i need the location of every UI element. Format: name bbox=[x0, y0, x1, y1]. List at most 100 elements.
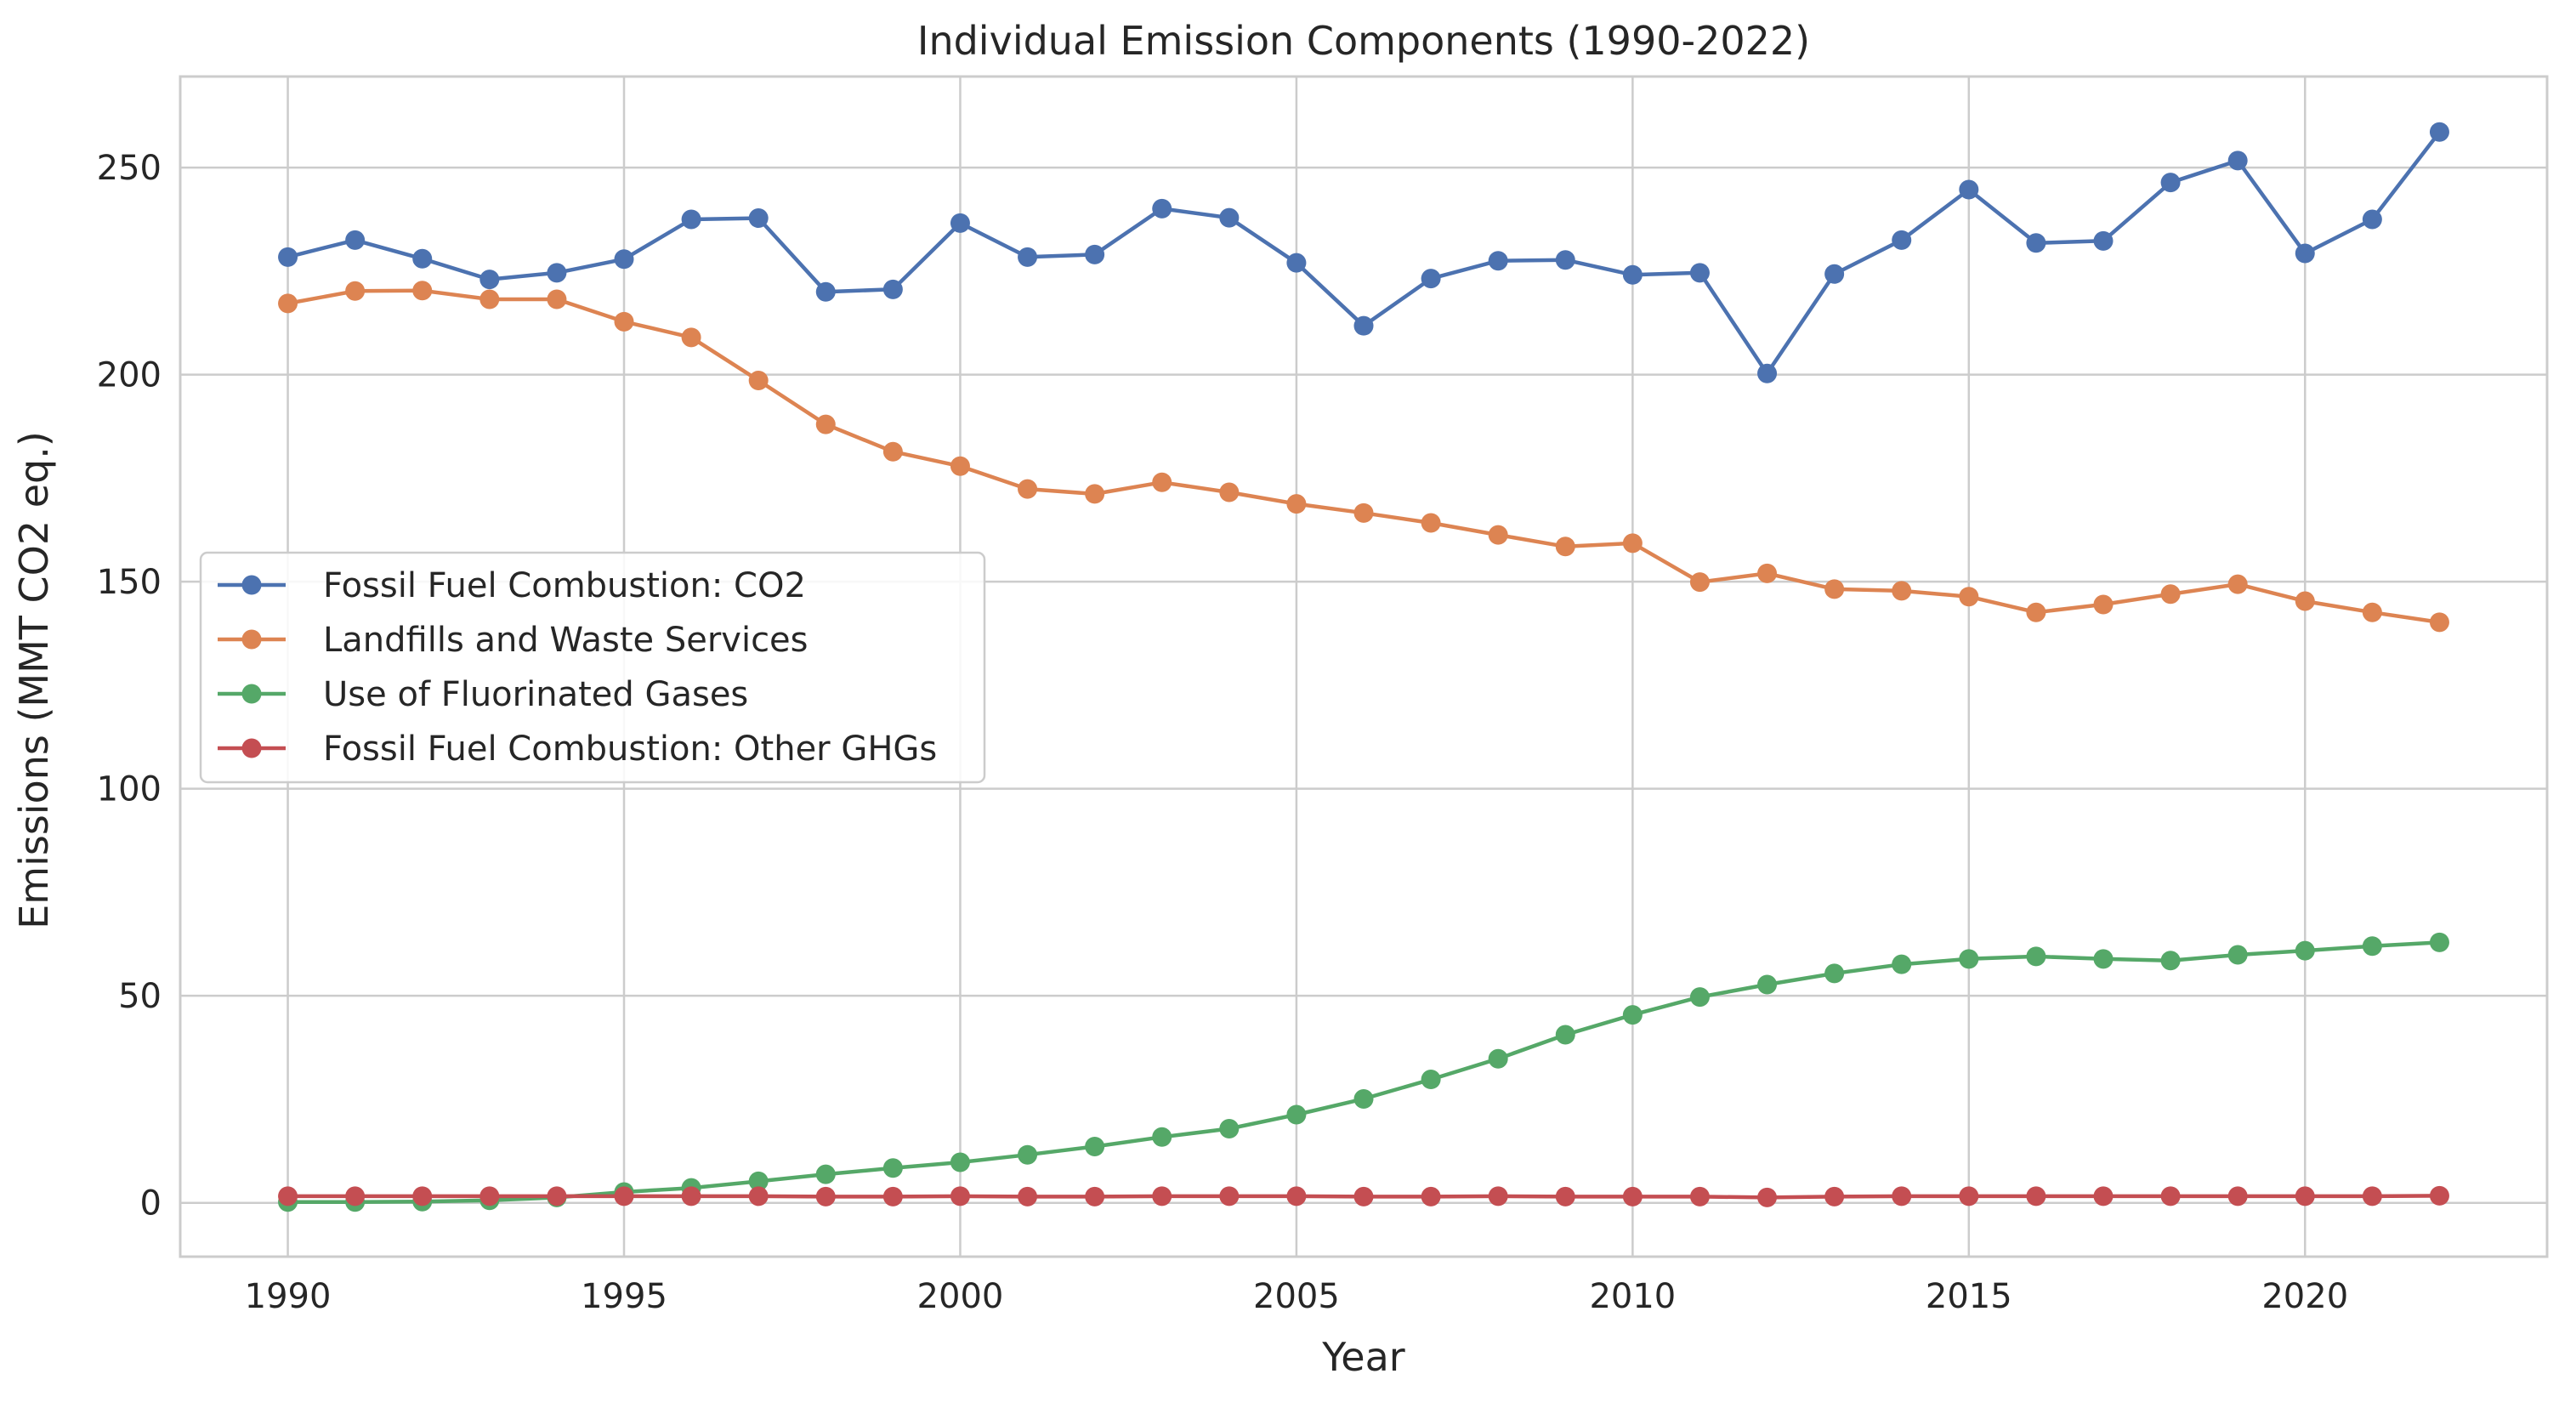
legend: Fossil Fuel Combustion: CO2 Landfills and… bbox=[199, 551, 986, 784]
data-point bbox=[882, 1186, 903, 1206]
data-point bbox=[1085, 1186, 1105, 1206]
legend-marker bbox=[241, 629, 262, 650]
x-tick-label: 2010 bbox=[1589, 1277, 1676, 1316]
legend-label: Use of Fluorinated Gases bbox=[323, 675, 748, 714]
data-point bbox=[1959, 179, 1979, 200]
data-point bbox=[1286, 253, 1307, 273]
data-point bbox=[1689, 1186, 1710, 1206]
legend-marker bbox=[241, 738, 262, 758]
data-point bbox=[681, 1186, 701, 1206]
data-point bbox=[882, 279, 903, 299]
data-point bbox=[1555, 1025, 1575, 1045]
data-point bbox=[1555, 537, 1575, 557]
data-point bbox=[1421, 513, 1441, 533]
data-point bbox=[748, 370, 769, 390]
y-axis-label: Emissions (MMT CO2 eq.) bbox=[11, 431, 57, 929]
data-point bbox=[950, 456, 970, 476]
data-point bbox=[479, 270, 500, 290]
y-tick-label: 100 bbox=[97, 770, 162, 809]
data-point bbox=[1085, 1136, 1105, 1156]
tick-labels: 1990 1995 2000 2005 2010 2015 2020 0 50 100 150 200… bbox=[97, 149, 2349, 1316]
data-point bbox=[815, 1186, 836, 1206]
data-point bbox=[1488, 1048, 1508, 1069]
data-point bbox=[1555, 1186, 1575, 1206]
data-point bbox=[1959, 587, 1979, 607]
data-point bbox=[1892, 1186, 1912, 1206]
data-point bbox=[1824, 264, 1845, 284]
data-point bbox=[2026, 233, 2046, 253]
data-point bbox=[1622, 533, 1643, 554]
data-point bbox=[2026, 946, 2046, 967]
data-point bbox=[1219, 1119, 1240, 1139]
data-point bbox=[1892, 581, 1912, 601]
data-point bbox=[1353, 1186, 1374, 1206]
data-point bbox=[1824, 963, 1845, 984]
x-tick-label: 2005 bbox=[1253, 1277, 1340, 1316]
data-point bbox=[1286, 1186, 1307, 1206]
data-point bbox=[815, 1164, 836, 1184]
data-point bbox=[1622, 264, 1643, 285]
x-tick-label: 1995 bbox=[581, 1277, 667, 1316]
legend-box bbox=[199, 551, 986, 784]
data-point bbox=[547, 289, 567, 309]
data-point bbox=[2227, 150, 2248, 171]
x-axis-label: Year bbox=[1321, 1334, 1404, 1380]
data-point bbox=[1488, 251, 1508, 271]
x-tick-label: 2000 bbox=[917, 1277, 1004, 1316]
data-point bbox=[2093, 949, 2114, 969]
data-point bbox=[547, 1186, 567, 1206]
data-point bbox=[1757, 974, 1778, 995]
data-point bbox=[1152, 1186, 1172, 1206]
data-point bbox=[1286, 494, 1307, 514]
data-point bbox=[345, 281, 366, 301]
data-point bbox=[2295, 243, 2315, 264]
data-point bbox=[1018, 1186, 1038, 1206]
data-point bbox=[412, 248, 433, 269]
data-point bbox=[1353, 1088, 1374, 1109]
data-point bbox=[1959, 949, 1979, 969]
data-point bbox=[547, 263, 567, 283]
data-point bbox=[2160, 173, 2181, 193]
data-point bbox=[1622, 1005, 1643, 1025]
data-point bbox=[1286, 1104, 1307, 1125]
data-point bbox=[2160, 584, 2181, 605]
series-1 bbox=[278, 122, 2449, 383]
data-point bbox=[950, 1186, 970, 1206]
series-4 bbox=[278, 1185, 2449, 1207]
data-point bbox=[479, 1186, 500, 1206]
y-tick-label: 150 bbox=[97, 563, 162, 602]
data-point bbox=[2295, 940, 2315, 961]
data-point bbox=[1353, 315, 1374, 336]
data-point bbox=[2295, 1186, 2315, 1206]
data-point bbox=[882, 441, 903, 462]
data-point bbox=[1421, 1186, 1441, 1206]
y-tick-label: 0 bbox=[140, 1184, 162, 1223]
plot-frame bbox=[179, 75, 2549, 1258]
data-point bbox=[412, 1186, 433, 1206]
legend-item: Landfills and Waste Services bbox=[218, 621, 809, 660]
data-point bbox=[1018, 479, 1038, 499]
data-point bbox=[2093, 594, 2114, 615]
data-point bbox=[2429, 122, 2449, 142]
data-point bbox=[614, 1186, 634, 1206]
data-point bbox=[614, 249, 634, 270]
data-point bbox=[1421, 1070, 1441, 1090]
data-point bbox=[1219, 1186, 1240, 1206]
data-point bbox=[748, 208, 769, 229]
data-point bbox=[2362, 1186, 2382, 1206]
data-point bbox=[748, 1171, 769, 1191]
data-point bbox=[1824, 579, 1845, 599]
legend-item: Fossil Fuel Combustion: Other GHGs bbox=[218, 730, 937, 769]
data-point bbox=[1892, 954, 1912, 974]
data-point bbox=[2362, 936, 2382, 957]
data-point bbox=[1018, 1144, 1038, 1165]
data-point bbox=[2026, 1186, 2046, 1206]
data-point bbox=[479, 289, 500, 309]
y-tick-label: 200 bbox=[97, 356, 162, 395]
data-point bbox=[1085, 484, 1105, 504]
data-point bbox=[1152, 198, 1172, 219]
legend-marker bbox=[241, 575, 262, 595]
data-point bbox=[345, 230, 366, 250]
data-point bbox=[1824, 1186, 1845, 1206]
